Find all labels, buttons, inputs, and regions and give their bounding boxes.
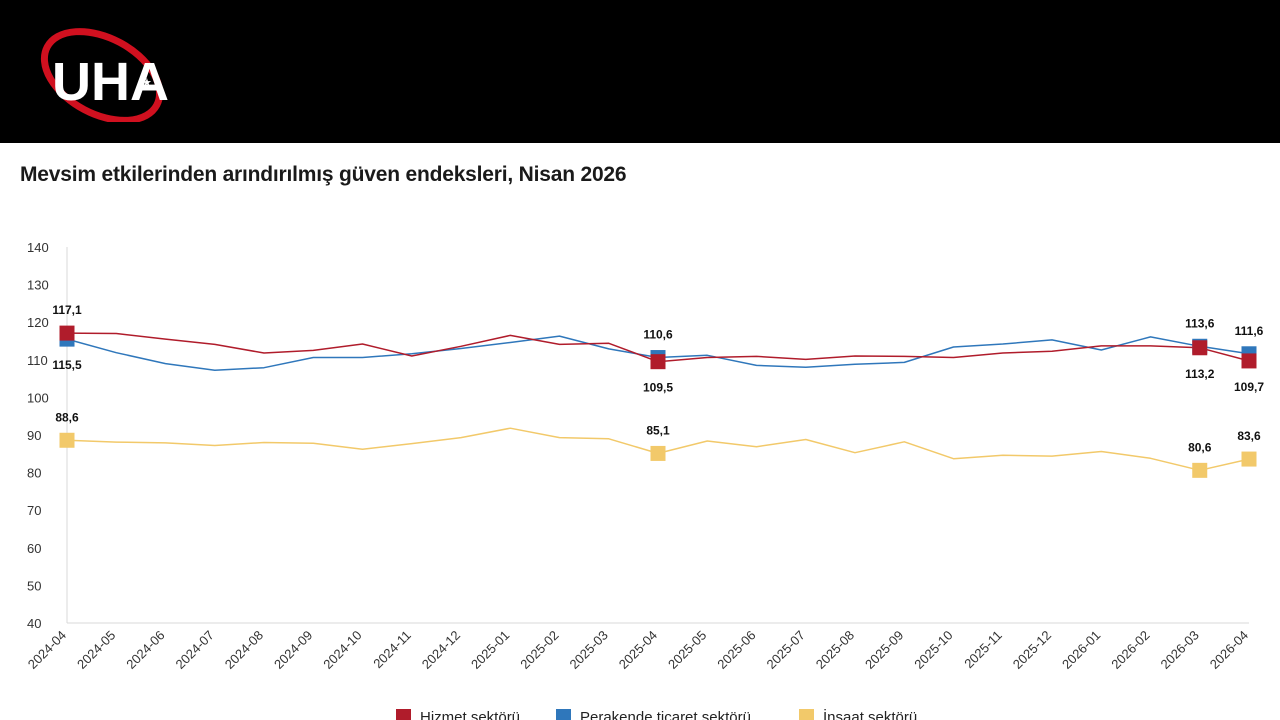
x-tick-label: 2025-03: [567, 628, 611, 672]
legend-label: İnşaat sektörü: [823, 708, 917, 720]
legend-swatch: [556, 709, 571, 720]
x-tick-label: 2026-02: [1108, 628, 1152, 672]
y-tick-label: 100: [27, 390, 49, 405]
x-tick-label: 2025-04: [616, 628, 660, 672]
x-axis: 2024-04 2024-05 2024-06 2024-07 2024-08 2024-…: [25, 622, 1251, 672]
x-tick-label: 2024-07: [173, 628, 217, 672]
data-marker: [1241, 353, 1257, 369]
x-tick-label: 2025-05: [665, 628, 709, 672]
x-tick-label: 2024-12: [419, 628, 463, 672]
data-label: 113,2: [1185, 367, 1215, 381]
data-label: 88,6: [55, 410, 79, 424]
x-tick-label: 2024-06: [123, 628, 167, 672]
data-label: 110,6: [643, 328, 673, 342]
y-tick-label: 120: [27, 315, 49, 330]
x-tick-label: 2026-03: [1158, 628, 1202, 672]
y-tick-label: 140: [27, 240, 49, 255]
x-tick-label: 2025-08: [813, 628, 857, 672]
data-label: 113,6: [1185, 316, 1215, 330]
x-tick-label: 2024-05: [74, 628, 118, 672]
legend-label: Hizmet sektörü: [420, 709, 520, 720]
data-marker: [59, 432, 75, 448]
x-tick-label: 2024-11: [370, 628, 414, 672]
chart-title: Mevsim etkilerinden arındırılmış güven e…: [20, 163, 627, 186]
data-label: 85,1: [646, 423, 670, 437]
x-tick-label: 2024-08: [222, 628, 266, 672]
logo-text: UHA: [52, 52, 169, 112]
data-label: 80,6: [1188, 440, 1212, 454]
legend: Hizmet sektörü Perakende ticaret sektörü İ…: [396, 708, 917, 720]
y-tick-label: 80: [27, 466, 41, 481]
markers-group: [59, 325, 1257, 478]
y-axis: 140 130 120 110 100 90 80 70 60 50 40: [27, 240, 68, 631]
header-bar: UHA ★: [0, 0, 1280, 143]
legend-swatch: [396, 709, 411, 720]
data-marker: [59, 325, 75, 341]
y-tick-label: 130: [27, 278, 49, 293]
x-tick-label: 2025-01: [468, 628, 512, 672]
x-tick-label: 2025-11: [961, 628, 1005, 672]
data-marker: [650, 445, 666, 461]
x-tick-label: 2025-07: [764, 628, 808, 672]
data-label: 109,7: [1234, 380, 1264, 394]
legend-label: Perakende ticaret sektörü: [580, 709, 751, 720]
x-tick-label: 2025-10: [911, 628, 955, 672]
x-tick-label: 2025-09: [862, 628, 906, 672]
data-marker: [1192, 340, 1208, 356]
uha-logo[interactable]: UHA ★: [34, 22, 184, 122]
data-label: 117,1: [52, 303, 82, 317]
data-label: 115,5: [52, 358, 82, 372]
legend-swatch: [799, 709, 814, 720]
x-tick-label: 2026-04: [1207, 628, 1251, 672]
y-tick-label: 40: [27, 616, 41, 631]
data-marker: [650, 354, 666, 370]
logo-orbit: [40, 28, 164, 122]
data-label: 111,6: [1235, 324, 1264, 338]
y-tick-label: 50: [27, 578, 41, 593]
data-marker: [1241, 451, 1257, 467]
x-tick-label: 2024-09: [271, 628, 315, 672]
x-tick-label: 2026-01: [1059, 628, 1103, 672]
x-tick-label: 2024-10: [320, 628, 364, 672]
y-tick-label: 110: [27, 353, 48, 368]
y-tick-label: 90: [27, 428, 41, 443]
x-tick-label: 2025-02: [517, 628, 561, 672]
data-marker: [1192, 462, 1208, 478]
data-label: 83,6: [1237, 429, 1261, 443]
star-icon: ★: [142, 76, 152, 89]
data-labels: 117,1 115,5 88,6 110,6 109,5 85,1 113,6 113,2 80…: [52, 303, 1264, 454]
data-label: 109,5: [643, 381, 673, 395]
x-tick-label: 2024-04: [25, 628, 69, 672]
x-tick-label: 2025-06: [714, 628, 758, 672]
x-tick-label: 2025-12: [1010, 628, 1054, 672]
y-tick-label: 60: [27, 541, 41, 556]
y-tick-label: 70: [27, 503, 41, 518]
